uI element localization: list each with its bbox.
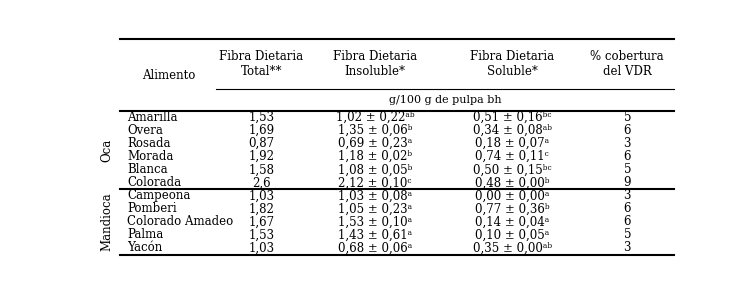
Text: Rosada: Rosada <box>127 137 171 150</box>
Text: 1,18 ± 0,02ᵇ: 1,18 ± 0,02ᵇ <box>338 150 412 163</box>
Text: 2,6: 2,6 <box>252 176 271 189</box>
Text: 1,53 ± 0,10ᵃ: 1,53 ± 0,10ᵃ <box>338 215 412 228</box>
Text: Fibra Dietaria
Total**: Fibra Dietaria Total** <box>220 50 304 78</box>
Text: Yacón: Yacón <box>127 242 162 255</box>
Text: 9: 9 <box>623 176 631 189</box>
Text: 1,03: 1,03 <box>248 242 274 255</box>
Text: g/100 g de pulpa bh: g/100 g de pulpa bh <box>389 95 502 105</box>
Text: 1,35 ± 0,06ᵇ: 1,35 ± 0,06ᵇ <box>338 124 412 137</box>
Text: 0,34 ± 0,08ᵃᵇ: 0,34 ± 0,08ᵃᵇ <box>473 124 552 137</box>
Text: Fibra Dietaria
Soluble*: Fibra Dietaria Soluble* <box>470 50 554 78</box>
Text: 1,58: 1,58 <box>249 163 274 176</box>
Text: 1,67: 1,67 <box>248 215 274 228</box>
Text: 1,43 ± 0,61ᵃ: 1,43 ± 0,61ᵃ <box>338 228 412 242</box>
Text: Colorado Amadeo: Colorado Amadeo <box>127 215 233 228</box>
Text: Blanca: Blanca <box>127 163 168 176</box>
Text: 1,08 ± 0,05ᵇ: 1,08 ± 0,05ᵇ <box>338 163 412 176</box>
Text: 5: 5 <box>623 228 631 242</box>
Text: 1,53: 1,53 <box>248 228 274 242</box>
Text: 1,05 ± 0,23ᵃ: 1,05 ± 0,23ᵃ <box>338 202 412 215</box>
Text: 1,03: 1,03 <box>248 189 274 202</box>
Text: 2,12 ± 0,10ᶜ: 2,12 ± 0,10ᶜ <box>338 176 412 189</box>
Text: Colorada: Colorada <box>127 176 181 189</box>
Text: 6: 6 <box>623 124 631 137</box>
Text: 1,82: 1,82 <box>249 202 274 215</box>
Text: Alimento: Alimento <box>141 69 195 82</box>
Text: 0,68 ± 0,06ᵃ: 0,68 ± 0,06ᵃ <box>338 242 412 255</box>
Text: 0,18 ± 0,07ᵃ: 0,18 ± 0,07ᵃ <box>475 137 549 150</box>
Text: 0,74 ± 0,11ᶜ: 0,74 ± 0,11ᶜ <box>475 150 549 163</box>
Text: 0,51 ± 0,16ᵇᶜ: 0,51 ± 0,16ᵇᶜ <box>473 111 551 124</box>
Text: 0,35 ± 0,00ᵃᵇ: 0,35 ± 0,00ᵃᵇ <box>472 242 552 255</box>
Text: 5: 5 <box>623 111 631 124</box>
Text: 0,50 ± 0,15ᵇᶜ: 0,50 ± 0,15ᵇᶜ <box>473 163 551 176</box>
Text: Oca: Oca <box>100 139 114 162</box>
Text: 1,92: 1,92 <box>249 150 274 163</box>
Text: 3: 3 <box>623 137 631 150</box>
Text: 0,10 ± 0,05ᵃ: 0,10 ± 0,05ᵃ <box>475 228 549 242</box>
Text: Morada: Morada <box>127 150 174 163</box>
Text: Overa: Overa <box>127 124 163 137</box>
Text: 3: 3 <box>623 189 631 202</box>
Text: 0,00 ± 0,00ᵃ: 0,00 ± 0,00ᵃ <box>475 189 550 202</box>
Text: Amarilla: Amarilla <box>127 111 177 124</box>
Text: 1,02 ± 0,22ᵃᵇ: 1,02 ± 0,22ᵃᵇ <box>336 111 414 124</box>
Text: Mandioca: Mandioca <box>100 193 114 251</box>
Text: 0,77 ± 0,36ᵇ: 0,77 ± 0,36ᵇ <box>475 202 550 215</box>
Text: 3: 3 <box>623 242 631 255</box>
Text: 6: 6 <box>623 150 631 163</box>
Text: 1,69: 1,69 <box>248 124 274 137</box>
Text: 1,53: 1,53 <box>248 111 274 124</box>
Text: Campeona: Campeona <box>127 189 190 202</box>
Text: 0,14 ± 0,04ᵃ: 0,14 ± 0,04ᵃ <box>475 215 549 228</box>
Text: 0,69 ± 0,23ᵃ: 0,69 ± 0,23ᵃ <box>338 137 412 150</box>
Text: % cobertura
del VDR: % cobertura del VDR <box>590 50 664 78</box>
Text: Pomberi: Pomberi <box>127 202 177 215</box>
Text: 6: 6 <box>623 215 631 228</box>
Text: 0,87: 0,87 <box>248 137 274 150</box>
Text: Palma: Palma <box>127 228 163 242</box>
Text: 6: 6 <box>623 202 631 215</box>
Text: 1,03 ± 0,08ᵃ: 1,03 ± 0,08ᵃ <box>338 189 412 202</box>
Text: 5: 5 <box>623 163 631 176</box>
Text: 0,48 ± 0,00ᵇ: 0,48 ± 0,00ᵇ <box>475 176 550 189</box>
Text: Fibra Dietaria
Insoluble*: Fibra Dietaria Insoluble* <box>333 50 417 78</box>
